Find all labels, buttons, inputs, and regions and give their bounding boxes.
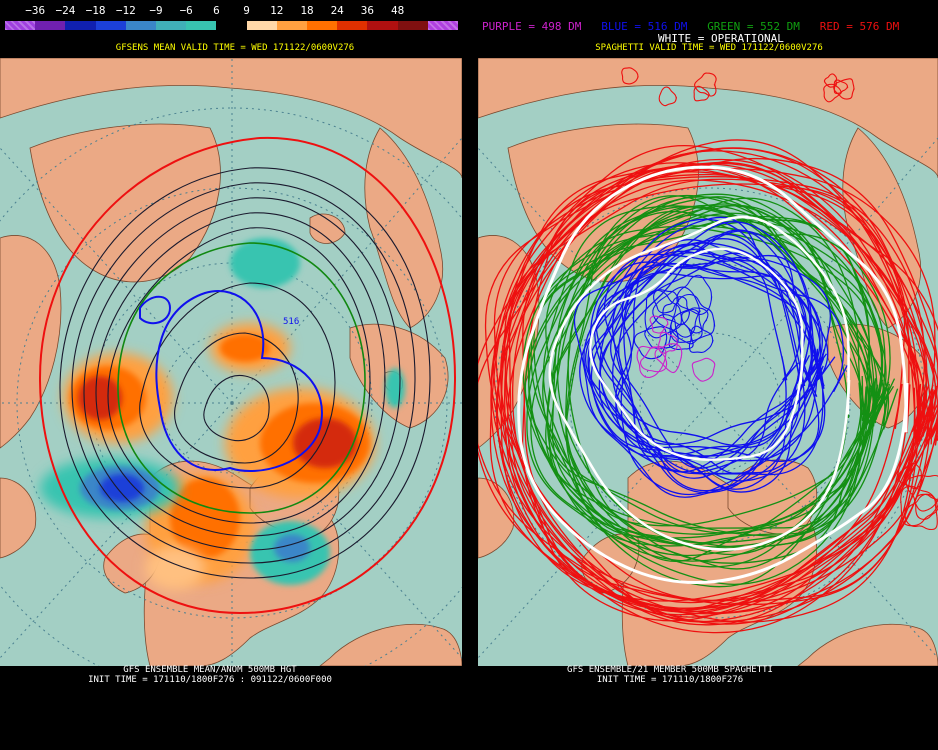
colorbar-tick-label: 6 [213, 4, 220, 17]
purple-498-contour [649, 315, 669, 334]
red-576-contour [495, 158, 922, 602]
red-576-contour [904, 493, 938, 531]
legend-purple: PURPLE = 498 DM [482, 20, 582, 33]
legend-operational: WHITE = OPERATIONAL [658, 32, 784, 45]
blue-516-contour [652, 286, 701, 338]
green-552-contour [556, 210, 896, 556]
colorbar-tick-label: 24 [330, 4, 344, 17]
red-576-contour [493, 157, 938, 634]
colorbar-swatch [427, 21, 459, 30]
operational-516-contour [589, 247, 804, 461]
red-576-contour [500, 165, 925, 602]
colorbar-swatch [5, 21, 36, 30]
right-header: SPAGHETTI VALID TIME = WED 171122/0600V2… [595, 43, 823, 53]
red-576-contour [504, 178, 906, 602]
colorbar-tick-label: −36 [25, 4, 46, 17]
colorbar-tick-label: −9 [149, 4, 163, 17]
right-footer-title: GFS ENSEMBLE/21 MEMBER 500MB SPAGHETTI [567, 665, 773, 675]
colorbar-tick-label: 9 [243, 4, 250, 17]
colorbar-swatch [337, 21, 368, 30]
blue-516-contour [588, 252, 788, 455]
purple-498-contour [657, 331, 678, 354]
legend-green: GREEN = 552 DM [707, 20, 800, 33]
red-576-contour [505, 167, 938, 622]
blue-516-contour [612, 229, 813, 446]
colorbar-swatch [156, 21, 187, 30]
blue-516-contour [668, 323, 694, 350]
colorbar-swatch [186, 21, 217, 30]
colorbar-swatch [276, 21, 308, 30]
red-576-contour [496, 147, 934, 615]
colorbar-swatch [397, 21, 429, 30]
red-576-contour [621, 67, 639, 85]
green-552-contour [542, 205, 890, 562]
colorbar-swatch [125, 21, 157, 30]
colorbar-tick-label: 36 [360, 4, 375, 17]
red-576-contour [658, 86, 677, 107]
blue-516-contour [662, 296, 691, 326]
red-576-contour [694, 72, 717, 97]
red-576-contour [490, 139, 921, 606]
left-footer-init: INIT TIME = 171110/1800F276 : 091122/060… [88, 675, 332, 685]
purple-498-contour [639, 346, 668, 373]
red-576-contour [823, 83, 842, 103]
blue-516-contour [595, 262, 801, 474]
spaghetti-map [478, 58, 938, 666]
purple-498-contour [654, 343, 683, 374]
blue-516-contour [653, 289, 680, 314]
green-552-contour [546, 204, 890, 547]
green-552-contour [548, 193, 873, 549]
blue-516-contour [688, 325, 714, 354]
operational-576-contour [517, 165, 909, 585]
colorbar-tick-label: 12 [270, 4, 284, 17]
left-footer-title: GFS ENSEMBLE MEAN/ANOM 500MB HGT [123, 665, 297, 675]
spaghetti-legend: PURPLE = 498 DM BLUE = 516 DM GREEN = 55… [480, 18, 938, 58]
colorbar-swatch [367, 21, 399, 30]
red-576-contour [489, 145, 938, 610]
red-576-contour [905, 474, 938, 512]
colorbar-swatch [95, 21, 127, 30]
ensemble-mean-map: 516 [0, 58, 462, 666]
right-footer-init: INIT TIME = 171110/1800F276 [596, 675, 744, 685]
blue-516-contour [573, 250, 824, 498]
red-576-contour [823, 73, 838, 88]
colorbar-tick-label: −24 [55, 4, 76, 17]
red-576-contour [693, 85, 710, 102]
left-header: GFSENS MEAN VALID TIME = WED 171122/0600… [115, 43, 355, 53]
red-576-contour [833, 78, 855, 100]
spaghetti-contours [478, 67, 938, 634]
contour-label: 516 [283, 317, 299, 327]
blue-516-contour [589, 256, 831, 494]
colorbar-swatch [246, 21, 278, 30]
red-576-contour [493, 176, 930, 623]
red-576-contour [897, 462, 923, 490]
green-552-contour [565, 196, 864, 527]
operational-552-contour [548, 215, 851, 551]
legend-blue: BLUE = 516 DM [601, 20, 688, 33]
purple-498-contour [691, 357, 716, 382]
blue-516-contour [644, 314, 679, 349]
colorbar-tick-label: 48 [390, 4, 405, 17]
green-552-contour [551, 205, 878, 562]
colorbar-swatch [307, 21, 338, 30]
colorbar-swatch [216, 21, 248, 30]
colorbar-tick-label: 18 [300, 4, 314, 17]
height-contours [38, 136, 457, 615]
anomaly-colorbar: −36 −24 −18 −12 −9 −6 6 9 12 18 24 36 48 [0, 0, 470, 32]
colorbar-swatch [65, 21, 97, 30]
colorbar-tick-label: −6 [179, 4, 193, 17]
red-576-contour [512, 163, 936, 604]
blue-516-contour [676, 274, 713, 315]
red-576-contour [900, 485, 938, 527]
colorbar-tick-label: −18 [85, 4, 106, 17]
blue-516-contour [610, 239, 828, 473]
legend-red: RED = 576 DM [819, 20, 900, 33]
colorbar-tick-label: −12 [115, 4, 136, 17]
colorbar-swatch [35, 21, 66, 30]
